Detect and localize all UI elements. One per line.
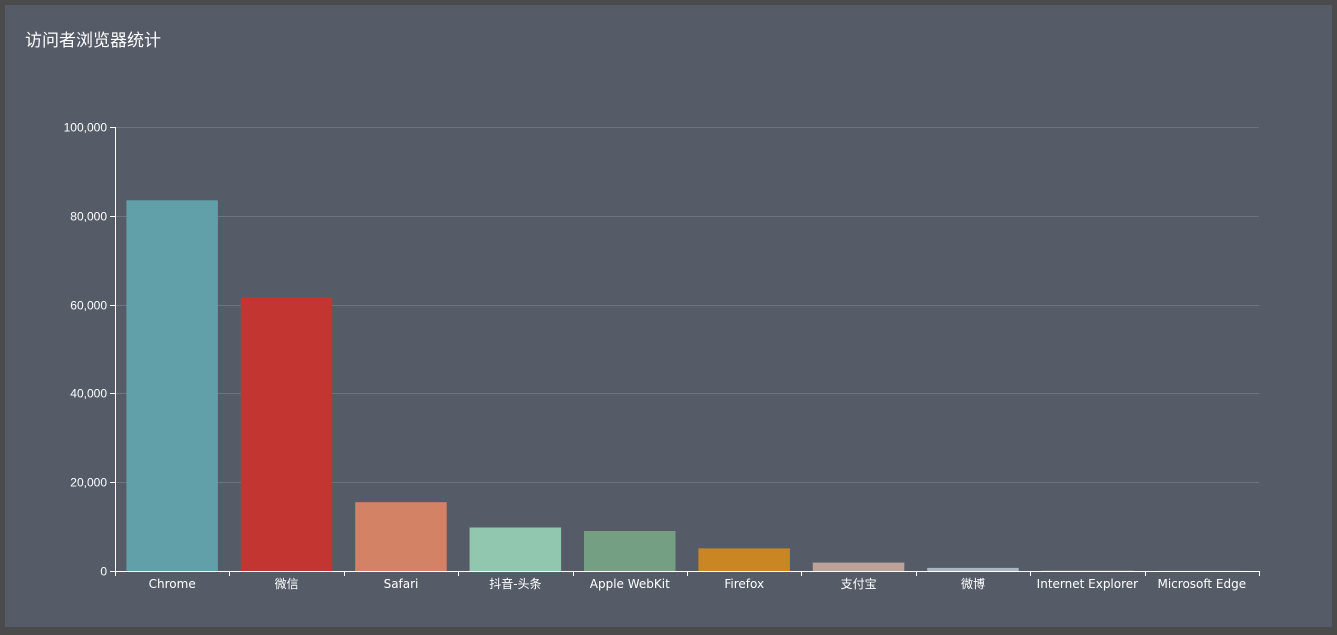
x-category-label: Safari [384,577,419,591]
bar[interactable] [355,502,447,571]
chart-panel: 访问者浏览器统计 0 20,000 40,000 60,000 80,000 100,00… [5,5,1332,627]
bar[interactable] [469,527,562,572]
bar[interactable] [1041,570,1134,571]
x-category-label: 微博 [961,576,985,591]
x-category-label: 支付宝 [841,577,877,591]
y-tick-label: 80,000 [70,210,107,224]
y-tick-label: 0 [100,565,107,579]
chart-title: 访问者浏览器统计 [25,31,161,51]
axis-labels: 0 20,000 40,000 60,000 80,000 100,000 Chrome 微信… [64,121,1247,592]
y-tick-label: 60,000 [70,299,107,313]
x-category-label: Chrome [149,577,196,591]
y-tick-label: 20,000 [70,476,107,490]
x-category-label: Firefox [724,577,764,591]
axes [110,127,1260,576]
bar[interactable] [240,297,333,571]
bar-chart: 0 20,000 40,000 60,000 80,000 100,000 Chrome 微信… [64,121,1260,592]
gridlines [115,127,1259,483]
bars [126,200,1248,572]
bar[interactable] [584,531,676,571]
bar[interactable] [698,548,790,571]
bar[interactable] [126,200,218,572]
x-category-label: Apple WebKit [590,577,670,591]
y-tick-label: 100,000 [64,121,108,135]
bar[interactable] [927,567,1019,571]
x-category-label: Microsoft Edge [1157,577,1246,591]
y-tick-label: 40,000 [70,387,107,401]
x-category-label: 微信 [275,577,299,591]
bar[interactable] [1156,570,1248,571]
x-category-label: 抖音-头条 [489,576,541,591]
bar[interactable] [812,562,905,571]
x-category-label: Internet Explorer [1037,577,1138,591]
